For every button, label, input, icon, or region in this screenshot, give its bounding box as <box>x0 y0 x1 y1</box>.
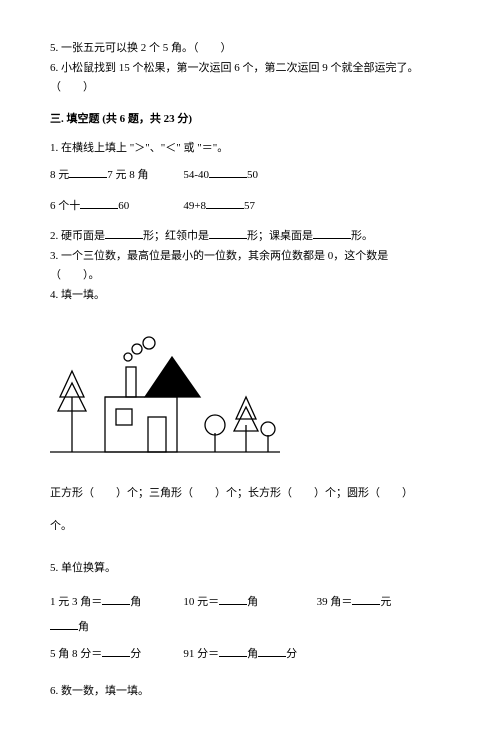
q2: 2. 硬币面是 形；红领巾是 形；课桌面是 形。 <box>50 227 450 246</box>
q1-row1: 8 元 7 元 8 角 54-40 50 <box>50 166 450 185</box>
worksheet-page: 5. 一张五元可以换 2 个 5 角。（ ） 6. 小松鼠找到 15 个松果，第… <box>0 0 500 733</box>
blank[interactable] <box>50 618 78 630</box>
text: 分 <box>286 648 297 660</box>
q1-row1-b: 54-40 50 <box>183 166 316 185</box>
q5-r1-b: 10 元＝ 角 <box>183 593 316 612</box>
blank[interactable] <box>352 593 380 605</box>
q5-r2-b: 91 分＝ 角 分 <box>183 645 316 664</box>
figure-house <box>50 327 450 467</box>
q4-counts-a: 正方形（ ）个；三角形（ ）个；长方形（ ）个；圆形（ ） <box>50 485 450 503</box>
blank[interactable] <box>219 645 247 657</box>
blank[interactable] <box>258 645 286 657</box>
q4: 4. 填一填。 <box>50 287 450 305</box>
section-3-title: 三. 填空题 (共 6 题，共 23 分) <box>50 111 450 129</box>
text: 1 元 3 角＝ <box>50 596 102 608</box>
blank[interactable] <box>105 227 143 239</box>
text: 角 <box>247 648 258 660</box>
text: 6 个十 <box>50 200 80 212</box>
q5-r1-c-tail: 角 <box>50 618 450 637</box>
text: 角 <box>130 596 141 608</box>
blank[interactable] <box>209 166 247 178</box>
text: 7 元 8 角 <box>107 169 148 181</box>
text: 49+8 <box>183 200 206 212</box>
text: 元 <box>380 596 391 608</box>
blank[interactable] <box>69 166 107 178</box>
q5-r1-c: 39 角＝ 元 <box>317 593 450 612</box>
text: 角 <box>247 596 258 608</box>
top-q5: 5. 一张五元可以换 2 个 5 角。（ ） <box>50 40 450 58</box>
text: 分 <box>130 648 141 660</box>
blank[interactable] <box>219 593 247 605</box>
blank[interactable] <box>313 227 351 239</box>
q1-row2: 6 个十 60 49+8 57 <box>50 197 450 216</box>
blank[interactable] <box>80 197 118 209</box>
q1-row1-a: 8 元 7 元 8 角 <box>50 166 183 185</box>
q5-r2-a: 5 角 8 分＝ 分 <box>50 645 183 664</box>
q5-row1: 1 元 3 角＝ 角 10 元＝ 角 39 角＝ 元 <box>50 593 450 612</box>
text: 54-40 <box>183 169 209 181</box>
text: 形；课桌面是 <box>247 230 313 242</box>
text: 形；红领巾是 <box>143 230 209 242</box>
text: 91 分＝ <box>183 648 219 660</box>
text: 角 <box>78 621 89 633</box>
q3: 3. 一个三位数，最高位是最小的一位数，其余两位数都是 0，这个数是 <box>50 248 450 266</box>
blank[interactable] <box>102 645 130 657</box>
text: 57 <box>244 200 255 212</box>
text: 60 <box>118 200 129 212</box>
text: 10 元＝ <box>183 596 219 608</box>
q1-row2-b: 49+8 57 <box>183 197 316 216</box>
blank[interactable] <box>206 197 244 209</box>
text: 形。 <box>351 230 373 242</box>
text: 50 <box>247 169 258 181</box>
text: 8 元 <box>50 169 69 181</box>
q1-prompt: 1. 在横线上填上 "＞"、"＜" 或 "＝"。 <box>50 140 450 158</box>
top-q6: 6. 小松鼠找到 15 个松果，第一次运回 6 个，第二次运回 9 个就全部运完… <box>50 60 450 78</box>
text: 2. 硬币面是 <box>50 230 105 242</box>
house-svg <box>50 327 280 467</box>
top-q6-paren: （ ） <box>50 79 450 97</box>
q3-paren: （ ）。 <box>50 267 450 285</box>
text: 5 角 8 分＝ <box>50 648 102 660</box>
q4-counts-b: 个。 <box>50 518 450 536</box>
q1-row2-a: 6 个十 60 <box>50 197 183 216</box>
blank[interactable] <box>209 227 247 239</box>
blank[interactable] <box>102 593 130 605</box>
text: 39 角＝ <box>317 596 353 608</box>
q5-row2: 5 角 8 分＝ 分 91 分＝ 角 分 <box>50 645 450 664</box>
q5-title: 5. 单位换算。 <box>50 560 450 578</box>
q6: 6. 数一数，填一填。 <box>50 683 450 701</box>
q5-r1-a: 1 元 3 角＝ 角 <box>50 593 183 612</box>
